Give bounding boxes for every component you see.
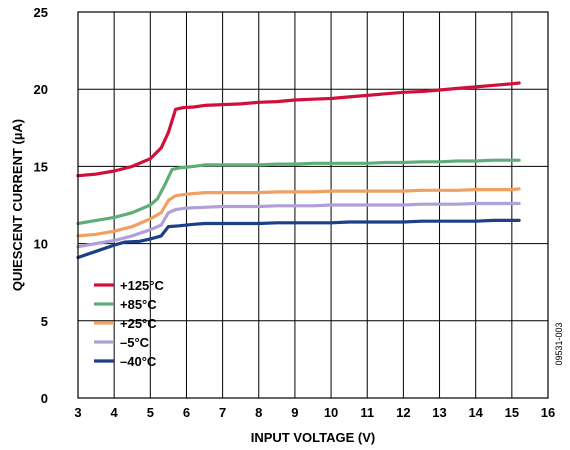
legend: +125°C +85°C +25°C –5°C –40°C [94,278,164,369]
x-tick-label: 4 [111,405,119,420]
series-line-3 [76,201,521,249]
x-tick-label: 9 [291,405,298,420]
series-line-0 [76,81,521,178]
legend-label: +125°C [120,278,164,293]
y-tick-label: 10 [34,237,48,252]
legend-label: +85°C [120,297,157,312]
y-tick-label: 20 [34,82,48,97]
y-tick-label: 25 [34,5,48,20]
x-tick-label: 12 [396,405,410,420]
legend-label: +25°C [120,316,157,331]
x-tick-label: 8 [255,405,262,420]
x-tick-label: 11 [360,405,374,420]
plot-frame [77,11,549,399]
x-tick-label: 10 [324,405,338,420]
y-axis-title: QUIESCENT CURRENT (µA) [10,119,25,291]
tick-layer: 3 4 5 6 7 8 9 10 11 12 13 14 15 16 0 5 10 15 20 25 [34,5,556,420]
x-tick-label: 14 [468,405,483,420]
x-tick-label: 15 [505,405,519,420]
x-tick-label: 16 [541,405,555,420]
x-tick-label: 7 [219,405,226,420]
series-line-4 [76,218,521,260]
series-line-1 [76,158,521,226]
figure-id: 09531-003 [554,322,564,365]
x-tick-label: 3 [74,405,81,420]
series-line-2 [76,187,521,238]
series-layer [76,81,521,260]
y-tick-label: 0 [41,391,48,406]
y-tick-label: 5 [41,314,48,329]
x-tick-label: 6 [183,405,190,420]
y-tick-label: 15 [34,159,48,174]
x-tick-label: 5 [147,405,154,420]
legend-label: –5°C [120,335,150,350]
x-axis-title: INPUT VOLTAGE (V) [251,430,375,445]
legend-label: –40°C [120,354,157,369]
x-tick-label: 13 [432,405,446,420]
